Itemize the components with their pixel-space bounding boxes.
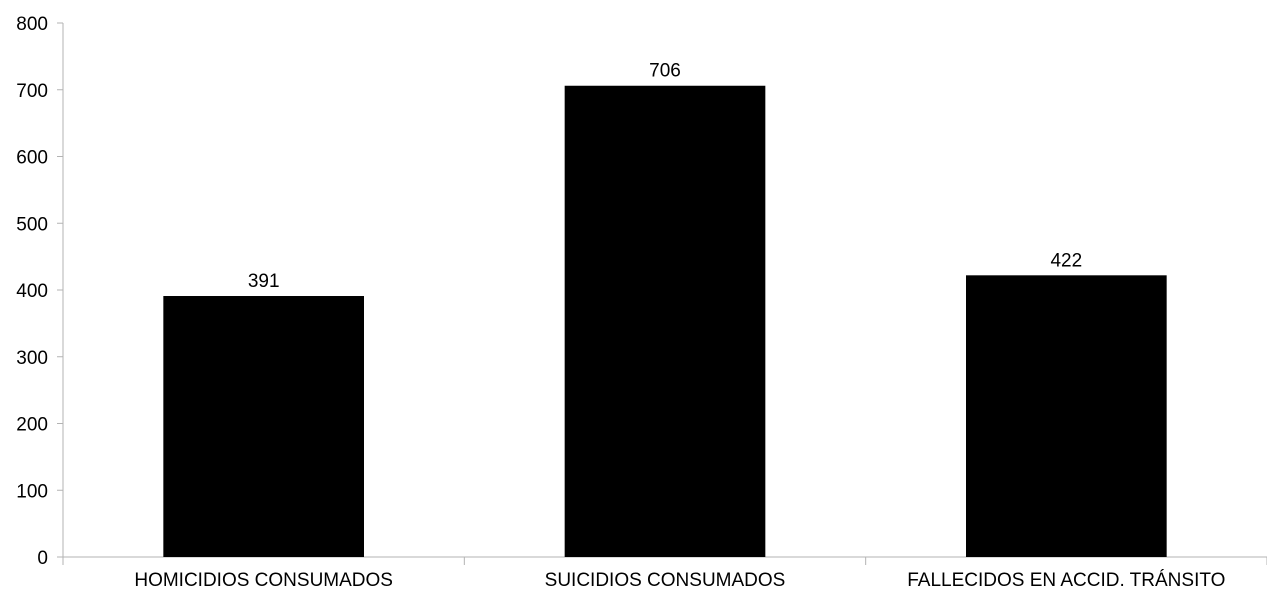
y-tick-label: 200 <box>16 415 48 436</box>
data-label: 391 <box>248 271 280 292</box>
y-tick-label: 0 <box>37 548 48 569</box>
bar-3 <box>966 275 1167 557</box>
y-tick-label: 300 <box>16 348 48 369</box>
y-tick-label: 100 <box>16 481 48 502</box>
data-label: 422 <box>1050 250 1082 271</box>
label-group: 0 100 200 300 400 500 600 700 800 391 HOMICIDIOS C… <box>16 14 1225 591</box>
category-label: HOMICIDIOS CONSUMADOS <box>134 570 393 591</box>
bar-2 <box>564 85 766 558</box>
y-tick-label: 600 <box>16 148 48 169</box>
y-tick-label: 700 <box>16 81 48 102</box>
category-label: SUICIDIOS CONSUMADOS <box>545 570 786 591</box>
y-tick-label: 400 <box>16 281 48 302</box>
bar-group <box>163 85 1167 558</box>
data-label: 706 <box>649 61 681 82</box>
category-label: FALLECIDOS EN ACCID. TRÁNSITO <box>907 570 1225 591</box>
bar-1 <box>163 296 364 557</box>
y-tick-label: 500 <box>16 214 48 235</box>
y-tick-label: 800 <box>16 14 48 35</box>
